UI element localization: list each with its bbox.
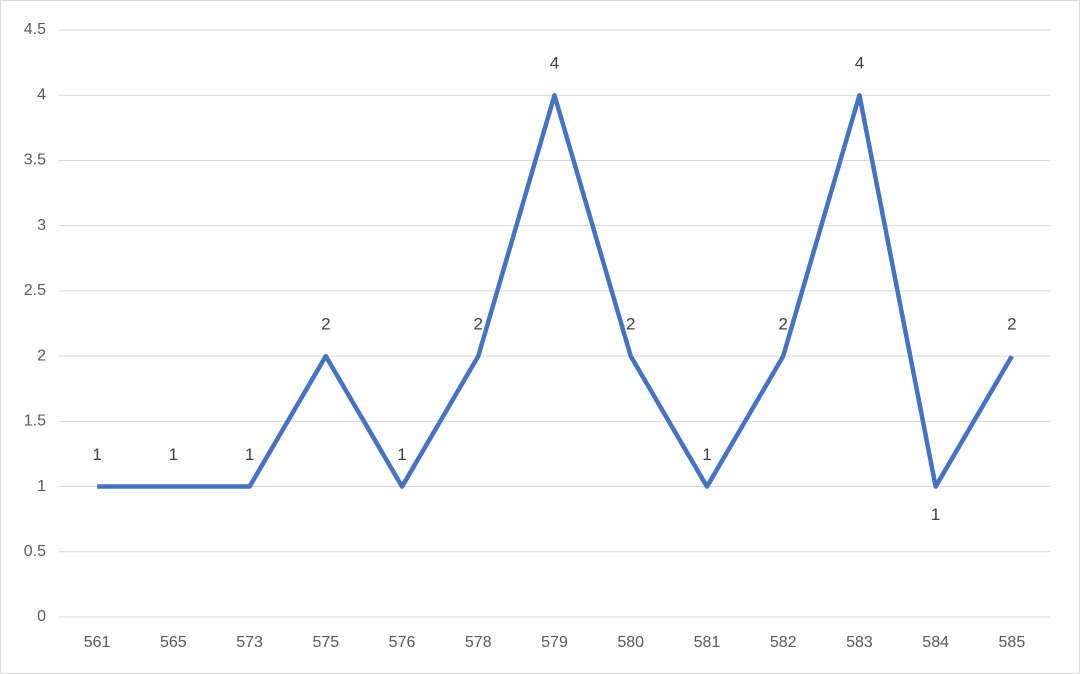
y-tick-label: 0.5 bbox=[24, 543, 46, 560]
data-label: 1 bbox=[931, 505, 940, 524]
x-tick-label: 581 bbox=[694, 634, 721, 651]
y-tick-label: 2 bbox=[37, 347, 46, 364]
data-label: 2 bbox=[778, 315, 787, 334]
line-series bbox=[97, 92, 1014, 489]
data-label: 1 bbox=[92, 445, 101, 464]
y-tick-label: 0 bbox=[37, 608, 46, 625]
x-tick-label: 580 bbox=[617, 634, 644, 651]
x-tick-label: 583 bbox=[846, 634, 873, 651]
y-tick-label: 4 bbox=[37, 86, 46, 103]
x-tick-label: 576 bbox=[389, 634, 416, 651]
x-tick-label: 561 bbox=[84, 634, 111, 651]
x-tick-label: 582 bbox=[770, 634, 797, 651]
y-tick-label: 1 bbox=[37, 478, 46, 495]
data-label: 4 bbox=[550, 54, 559, 73]
x-tick-label: 565 bbox=[160, 634, 187, 651]
data-label: 4 bbox=[855, 54, 864, 73]
y-tick-label: 3.5 bbox=[24, 152, 46, 169]
data-label: 2 bbox=[626, 315, 635, 334]
y-tick-label: 3 bbox=[37, 217, 46, 234]
data-label: 2 bbox=[321, 315, 330, 334]
data-label: 1 bbox=[702, 445, 711, 464]
data-label: 1 bbox=[245, 445, 254, 464]
y-tick-label: 2.5 bbox=[24, 282, 46, 299]
x-tick-label: 578 bbox=[465, 634, 492, 651]
data-label: 1 bbox=[169, 445, 178, 464]
x-tick-label: 579 bbox=[541, 634, 568, 651]
y-tick-label: 4.5 bbox=[24, 21, 46, 38]
data-label: 1 bbox=[397, 445, 406, 464]
x-tick-label: 573 bbox=[236, 634, 263, 651]
data-label: 2 bbox=[474, 315, 483, 334]
x-tick-label: 585 bbox=[999, 634, 1026, 651]
data-label: 2 bbox=[1007, 315, 1016, 334]
y-tick-label: 1.5 bbox=[24, 413, 46, 430]
x-tick-label: 575 bbox=[312, 634, 339, 651]
x-tick-label: 584 bbox=[922, 634, 949, 651]
